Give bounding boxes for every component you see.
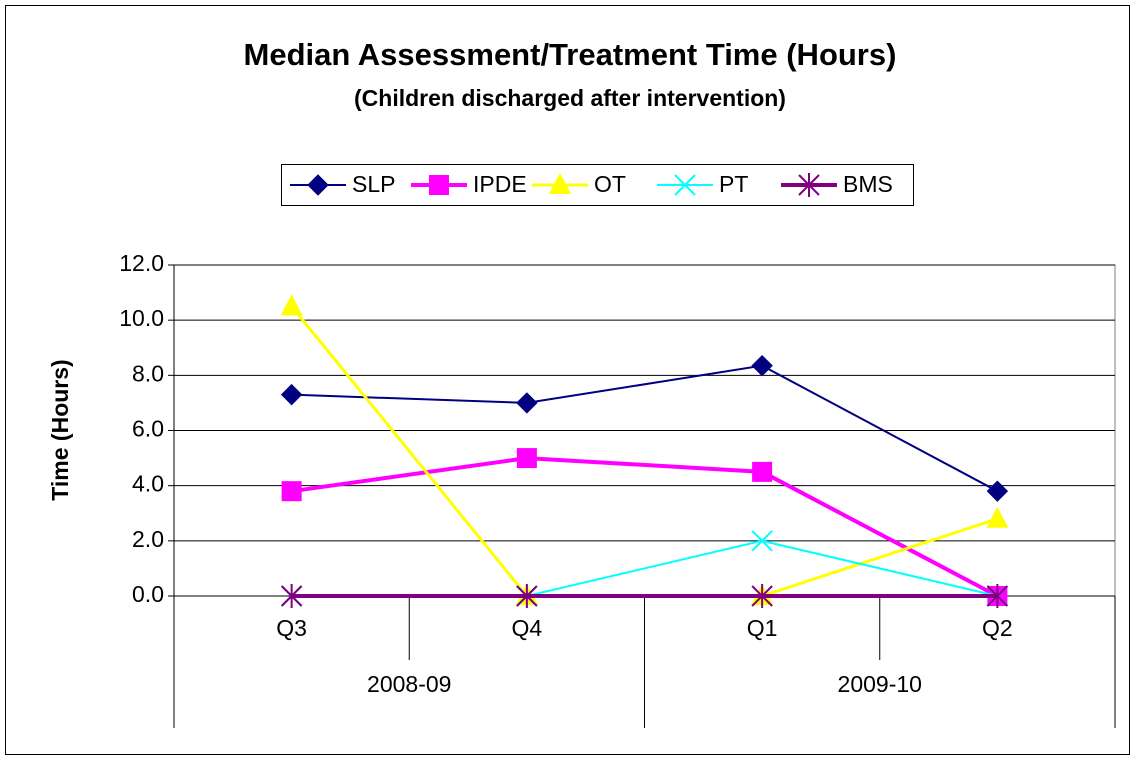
data-point xyxy=(280,294,303,316)
legend-marker xyxy=(549,173,571,194)
x-tick-label: Q3 xyxy=(276,615,307,641)
chart-subtitle: (Children discharged after intervention) xyxy=(354,85,786,111)
legend-label: BMS xyxy=(843,171,893,197)
data-point xyxy=(751,530,773,552)
data-point xyxy=(516,448,537,469)
data-point xyxy=(751,584,773,608)
y-tick-label: 10.0 xyxy=(119,305,164,331)
y-tick-label: 0.0 xyxy=(132,581,164,607)
data-point xyxy=(986,480,1009,502)
x-tick-label: Q1 xyxy=(747,615,778,641)
y-tick-label: 12.0 xyxy=(119,250,164,276)
chart-title: Median Assessment/Treatment Time (Hours) xyxy=(244,37,897,72)
legend-marker xyxy=(429,175,449,195)
legend-marker xyxy=(798,173,820,197)
category-group-label: 2008-09 xyxy=(367,671,451,697)
legend-marker xyxy=(674,174,696,196)
legend-marker xyxy=(307,174,329,196)
data-point xyxy=(281,481,302,502)
data-point xyxy=(986,506,1009,528)
series-line xyxy=(291,456,999,598)
data-point xyxy=(516,392,538,414)
series-line xyxy=(291,364,998,493)
legend-label: SLP xyxy=(352,171,395,197)
data-point xyxy=(280,383,303,406)
data-point xyxy=(752,461,773,482)
x-tick-label: Q4 xyxy=(512,615,543,641)
legend-label: OT xyxy=(594,171,626,197)
y-tick-label: 6.0 xyxy=(132,416,164,442)
legend-label: IPDE xyxy=(473,171,527,197)
y-axis-label: Time (Hours) xyxy=(47,359,73,500)
data-point xyxy=(751,354,773,377)
y-tick-label: 2.0 xyxy=(132,526,164,552)
legend-label: PT xyxy=(719,171,748,197)
category-group-label: 2009-10 xyxy=(838,671,922,697)
data-point xyxy=(986,584,1009,608)
data-point xyxy=(280,584,303,608)
data-point xyxy=(516,584,538,608)
x-tick-label: Q2 xyxy=(982,615,1013,641)
y-tick-label: 8.0 xyxy=(132,360,164,386)
y-tick-label: 4.0 xyxy=(132,471,164,497)
